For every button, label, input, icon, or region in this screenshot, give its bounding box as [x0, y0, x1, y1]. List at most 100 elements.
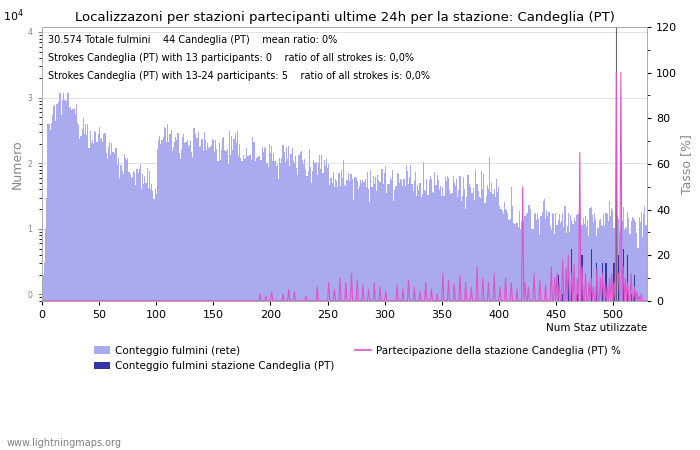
Bar: [188, 146, 189, 450]
Bar: [489, 157, 490, 450]
Bar: [617, 216, 618, 450]
Bar: [187, 140, 188, 450]
Bar: [585, 216, 586, 450]
Bar: [438, 180, 439, 450]
Bar: [508, 220, 510, 450]
Bar: [232, 150, 233, 450]
Bar: [374, 184, 375, 450]
Bar: [466, 197, 468, 450]
Bar: [231, 136, 232, 450]
Bar: [175, 137, 176, 450]
Bar: [538, 219, 539, 450]
Text: Strokes Candeglia (PT) with 13-24 participants: 5    ratio of all strokes is: 0,: Strokes Candeglia (PT) with 13-24 partic…: [48, 71, 431, 81]
Bar: [228, 164, 229, 450]
Bar: [80, 136, 82, 450]
Bar: [399, 183, 400, 450]
Bar: [604, 226, 606, 450]
Bar: [643, 214, 644, 450]
Bar: [354, 177, 356, 450]
Bar: [267, 167, 269, 450]
Bar: [329, 185, 330, 450]
Bar: [415, 172, 416, 450]
Bar: [149, 171, 150, 450]
Bar: [556, 225, 557, 450]
Bar: [253, 142, 254, 450]
Bar: [423, 162, 424, 450]
Bar: [603, 214, 604, 450]
Bar: [514, 225, 515, 450]
Bar: [463, 177, 464, 450]
Bar: [488, 189, 489, 450]
Bar: [402, 186, 403, 450]
Bar: [644, 206, 645, 450]
Bar: [381, 169, 382, 450]
Bar: [608, 221, 609, 450]
Bar: [496, 179, 497, 450]
Bar: [370, 170, 372, 450]
Bar: [204, 132, 205, 450]
Bar: [88, 148, 90, 450]
Bar: [502, 211, 503, 450]
Bar: [270, 153, 271, 450]
Bar: [301, 151, 302, 450]
Bar: [428, 180, 430, 450]
Bar: [220, 150, 222, 450]
Bar: [579, 218, 580, 450]
Bar: [117, 165, 118, 450]
Bar: [184, 143, 186, 450]
Bar: [113, 153, 115, 450]
Bar: [383, 184, 384, 450]
Bar: [542, 212, 543, 450]
Bar: [634, 274, 635, 450]
Bar: [198, 131, 199, 450]
Bar: [68, 93, 69, 450]
Bar: [602, 226, 603, 450]
Bar: [134, 173, 135, 450]
Bar: [454, 183, 455, 450]
Bar: [573, 218, 575, 450]
Bar: [521, 221, 522, 450]
Bar: [195, 134, 196, 450]
Bar: [464, 189, 465, 450]
Bar: [279, 158, 280, 450]
Bar: [533, 214, 535, 450]
Bar: [578, 214, 579, 450]
Bar: [540, 216, 542, 450]
Bar: [128, 172, 130, 450]
Bar: [273, 153, 274, 450]
Y-axis label: Tasso [%]: Tasso [%]: [680, 134, 693, 194]
Bar: [443, 196, 444, 450]
Bar: [258, 156, 260, 450]
Bar: [176, 140, 178, 450]
Bar: [481, 171, 482, 450]
Bar: [519, 211, 520, 450]
Bar: [357, 181, 358, 450]
Bar: [432, 192, 433, 450]
Bar: [459, 176, 461, 450]
Bar: [613, 228, 615, 450]
Bar: [99, 127, 100, 450]
Bar: [247, 156, 248, 450]
Bar: [640, 222, 641, 450]
Bar: [510, 219, 511, 450]
Bar: [458, 189, 459, 450]
Bar: [173, 147, 174, 450]
Bar: [295, 156, 296, 450]
Bar: [199, 147, 200, 450]
Bar: [344, 184, 345, 450]
Bar: [165, 128, 166, 450]
Bar: [209, 147, 211, 450]
Bar: [54, 104, 55, 450]
Bar: [600, 219, 601, 450]
Bar: [441, 196, 442, 450]
Bar: [180, 159, 181, 450]
Bar: [64, 100, 66, 450]
Bar: [367, 171, 368, 450]
Bar: [622, 207, 624, 450]
Bar: [627, 255, 629, 450]
Bar: [310, 167, 311, 450]
Bar: [511, 188, 512, 450]
Bar: [202, 151, 204, 450]
Bar: [233, 139, 235, 450]
Bar: [77, 123, 78, 450]
